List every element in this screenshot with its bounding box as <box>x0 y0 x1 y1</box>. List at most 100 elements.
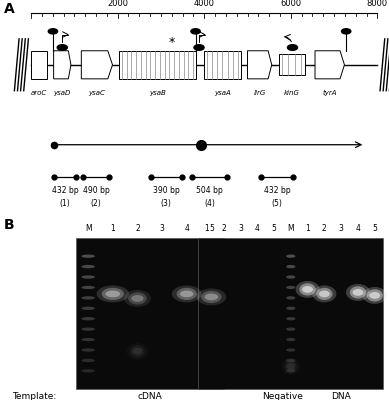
Ellipse shape <box>287 363 295 370</box>
Ellipse shape <box>133 348 142 355</box>
Text: 390 bp: 390 bp <box>153 186 179 195</box>
Text: (2): (2) <box>91 199 102 208</box>
Ellipse shape <box>81 348 95 352</box>
Text: (1): (1) <box>60 199 70 208</box>
Text: 1: 1 <box>305 224 310 234</box>
Ellipse shape <box>286 265 295 268</box>
Ellipse shape <box>201 291 221 303</box>
Text: kinG: kinG <box>284 90 300 96</box>
Text: Negative
control: Negative control <box>262 392 303 400</box>
Text: ysaC: ysaC <box>88 90 105 96</box>
Polygon shape <box>315 51 344 79</box>
Circle shape <box>194 45 204 50</box>
Ellipse shape <box>81 317 95 320</box>
Text: 2: 2 <box>322 224 327 234</box>
Circle shape <box>191 29 200 34</box>
Ellipse shape <box>131 295 144 302</box>
Text: 6000: 6000 <box>280 0 301 8</box>
Text: 4: 4 <box>255 224 259 234</box>
Ellipse shape <box>286 328 295 331</box>
Ellipse shape <box>286 307 295 310</box>
Ellipse shape <box>296 281 320 298</box>
Circle shape <box>287 45 298 50</box>
Ellipse shape <box>282 358 300 375</box>
Text: 4: 4 <box>356 224 360 234</box>
Ellipse shape <box>319 290 330 297</box>
Text: aroC: aroC <box>31 90 47 96</box>
Text: ysaB: ysaB <box>149 90 166 96</box>
Ellipse shape <box>128 292 147 304</box>
Ellipse shape <box>286 359 295 362</box>
Text: (5): (5) <box>272 199 282 208</box>
Ellipse shape <box>286 338 295 341</box>
Text: (4): (4) <box>204 199 215 208</box>
Ellipse shape <box>284 360 297 372</box>
Text: 5: 5 <box>372 224 377 234</box>
Ellipse shape <box>286 348 295 352</box>
Ellipse shape <box>177 288 197 300</box>
Ellipse shape <box>105 290 120 297</box>
Text: 8000: 8000 <box>367 0 388 8</box>
Ellipse shape <box>81 275 95 279</box>
Text: ysaD: ysaD <box>54 90 71 96</box>
Ellipse shape <box>81 307 95 310</box>
Ellipse shape <box>316 288 333 300</box>
Text: 3: 3 <box>238 224 243 234</box>
Text: 3: 3 <box>159 224 165 234</box>
Ellipse shape <box>130 345 145 357</box>
Ellipse shape <box>126 343 148 360</box>
Text: 4000: 4000 <box>194 0 215 8</box>
Ellipse shape <box>81 296 95 300</box>
Text: 432 bp: 432 bp <box>264 186 290 195</box>
Ellipse shape <box>196 288 226 306</box>
Polygon shape <box>247 51 272 79</box>
Ellipse shape <box>363 287 387 304</box>
Ellipse shape <box>286 286 295 289</box>
Text: 5: 5 <box>209 224 214 234</box>
Circle shape <box>57 45 67 50</box>
Ellipse shape <box>286 317 295 320</box>
Text: 4: 4 <box>184 224 189 234</box>
Ellipse shape <box>300 283 316 296</box>
Ellipse shape <box>205 294 218 300</box>
Bar <box>76 238 224 389</box>
Text: 504 bp: 504 bp <box>196 186 223 195</box>
Ellipse shape <box>81 338 95 341</box>
Ellipse shape <box>369 292 380 299</box>
Text: 1: 1 <box>110 224 115 234</box>
Text: 432 bp: 432 bp <box>52 186 78 195</box>
Ellipse shape <box>81 265 95 268</box>
Text: M: M <box>85 224 91 234</box>
Bar <box>204 51 240 79</box>
Text: *: * <box>168 36 174 49</box>
Ellipse shape <box>350 286 366 298</box>
Ellipse shape <box>102 288 124 300</box>
Ellipse shape <box>124 290 151 307</box>
Ellipse shape <box>286 296 295 300</box>
Ellipse shape <box>81 328 95 331</box>
Text: 5: 5 <box>272 224 277 234</box>
Text: tyrA: tyrA <box>322 90 337 96</box>
Text: ysaA: ysaA <box>214 90 231 96</box>
Ellipse shape <box>286 369 295 372</box>
Ellipse shape <box>302 286 313 293</box>
Text: (3): (3) <box>161 199 172 208</box>
Polygon shape <box>54 51 71 79</box>
Text: 2: 2 <box>221 224 226 234</box>
Ellipse shape <box>96 286 129 302</box>
Text: llrG: llrG <box>254 90 266 96</box>
Ellipse shape <box>172 286 202 302</box>
Ellipse shape <box>286 275 295 279</box>
Ellipse shape <box>352 289 363 296</box>
Text: Template:: Template: <box>12 392 56 400</box>
Text: cDNA: cDNA <box>137 392 162 400</box>
Polygon shape <box>81 51 112 79</box>
Text: M: M <box>287 224 294 234</box>
Text: 1: 1 <box>204 224 209 234</box>
Text: B: B <box>4 218 14 232</box>
Ellipse shape <box>286 254 295 258</box>
Bar <box>119 51 196 79</box>
Text: 3: 3 <box>339 224 343 234</box>
Ellipse shape <box>81 286 95 289</box>
Circle shape <box>342 29 351 34</box>
